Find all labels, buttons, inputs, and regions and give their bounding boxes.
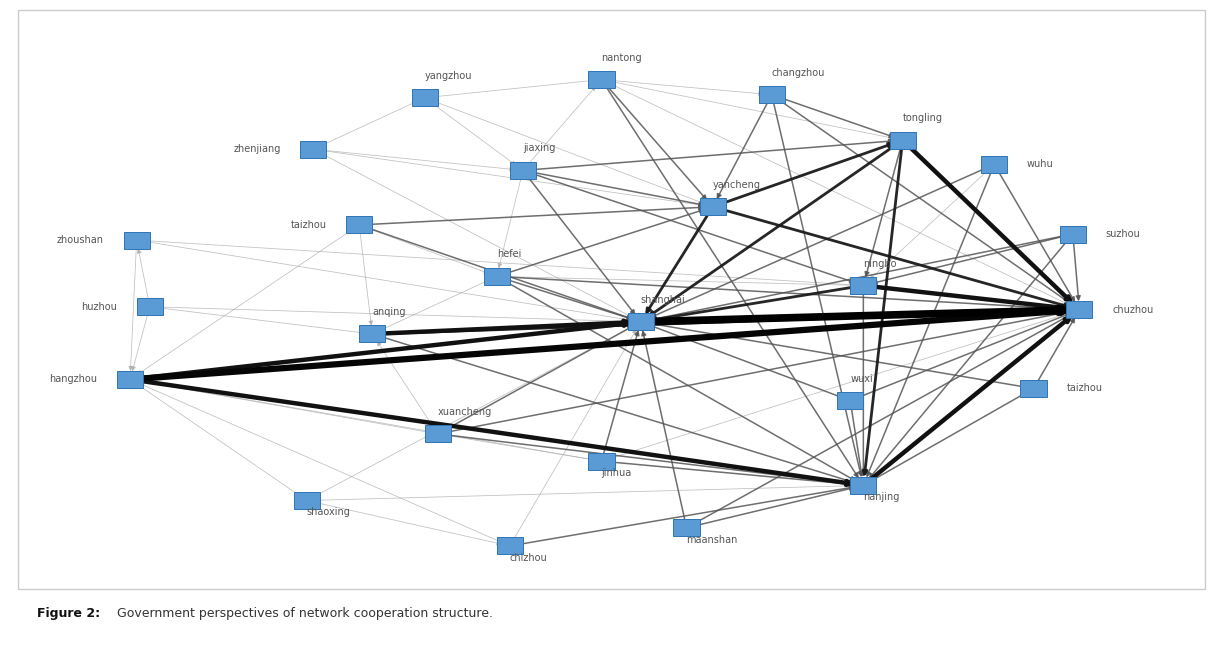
Text: nantong: nantong [602, 52, 642, 63]
Text: yancheng: yancheng [713, 180, 761, 190]
Bar [700, 198, 726, 215]
Bar [1020, 380, 1047, 397]
Bar [850, 477, 877, 494]
Text: suzhou: suzhou [1106, 229, 1140, 239]
Text: zhoushan: zhoushan [57, 235, 104, 245]
Bar [124, 232, 149, 248]
Bar [412, 89, 438, 106]
Bar [483, 268, 510, 285]
Text: chizhou: chizhou [510, 553, 548, 563]
Text: yangzhou: yangzhou [424, 71, 472, 81]
Bar [588, 453, 615, 470]
Text: huzhou: huzhou [81, 302, 117, 312]
Bar [1066, 302, 1092, 318]
Text: shaoxing: shaoxing [307, 507, 351, 518]
Bar [674, 520, 700, 536]
Bar [346, 217, 372, 234]
Text: jinhua: jinhua [602, 468, 632, 478]
Text: anqing: anqing [372, 307, 406, 317]
Bar [301, 141, 327, 158]
Text: hefei: hefei [497, 250, 521, 259]
Bar [1060, 226, 1086, 243]
Bar [758, 86, 785, 103]
Bar [424, 426, 451, 443]
Bar [360, 325, 385, 342]
Text: zhenjiang: zhenjiang [234, 144, 280, 154]
Text: wuhu: wuhu [1027, 159, 1054, 170]
Text: jiaxing: jiaxing [523, 144, 555, 153]
Text: taizhou: taizhou [1066, 384, 1102, 393]
Bar [510, 162, 536, 179]
Bar [294, 492, 320, 509]
Text: ningbo: ningbo [863, 259, 896, 269]
Text: nanjing: nanjing [863, 492, 900, 502]
Bar [850, 277, 877, 294]
Text: Government perspectives of network cooperation structure.: Government perspectives of network coope… [113, 607, 493, 620]
Bar [981, 156, 1008, 173]
Text: chuzhou: chuzhou [1112, 305, 1153, 314]
Text: taizhou: taizhou [291, 220, 327, 230]
Text: Figure 2:: Figure 2: [37, 607, 100, 620]
Bar [838, 392, 863, 409]
Bar [117, 371, 143, 388]
Text: changzhou: changzhou [772, 68, 826, 78]
Bar [889, 131, 916, 149]
Text: xuancheng: xuancheng [438, 407, 492, 417]
Bar [137, 298, 163, 315]
Bar [627, 313, 654, 331]
Text: tongling: tongling [903, 113, 943, 123]
Text: wuxi: wuxi [850, 373, 873, 384]
Text: hangzhou: hangzhou [49, 375, 98, 384]
Text: shanghai: shanghai [641, 295, 686, 305]
Text: maanshan: maanshan [686, 535, 737, 545]
Bar [497, 538, 523, 554]
Bar [588, 71, 615, 88]
